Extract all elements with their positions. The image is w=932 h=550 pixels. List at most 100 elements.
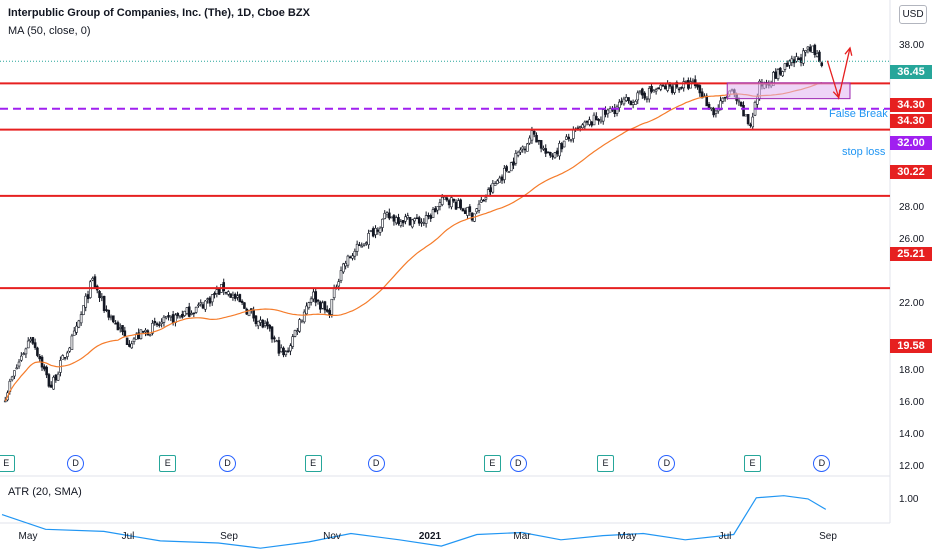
candle-body: [682, 81, 686, 89]
atr-legend[interactable]: ATR (20, SMA): [8, 486, 82, 498]
candle-body: [13, 370, 16, 377]
candle-body: [252, 310, 255, 319]
candle-body: [572, 129, 575, 139]
candle-body: [155, 323, 159, 326]
candle-body: [606, 109, 610, 115]
earnings-marker-icon[interactable]: E: [743, 455, 761, 472]
candle-body: [477, 203, 481, 211]
zone-badge-34-30: 34.30: [890, 114, 932, 128]
candle-body: [705, 95, 709, 107]
candle-body: [22, 353, 25, 355]
candle-body: [197, 304, 200, 307]
candle-body: [631, 102, 635, 105]
candle-body: [406, 215, 410, 219]
candle-body: [500, 176, 504, 181]
candle-body: [385, 212, 389, 216]
candle-body: [240, 300, 244, 303]
candle-body: [49, 384, 53, 388]
candle-body: [192, 312, 196, 315]
candle-body: [714, 110, 718, 114]
dividend-marker-icon[interactable]: D: [658, 455, 676, 472]
candle-body: [429, 215, 433, 219]
candle-body: [227, 291, 230, 295]
candle-body: [737, 100, 741, 103]
candle-body: [201, 304, 205, 309]
candle-body: [585, 120, 589, 123]
candle-body: [199, 302, 203, 305]
candle-body: [339, 270, 343, 281]
dividend-marker-icon[interactable]: D: [219, 455, 237, 472]
candle-body: [162, 316, 166, 323]
candle-body: [86, 294, 90, 300]
candle-body: [482, 199, 485, 202]
candle-body: [123, 330, 127, 337]
ma-legend[interactable]: MA (50, close, 0): [8, 25, 91, 37]
candle-body: [114, 322, 117, 325]
candle-body: [792, 59, 796, 64]
earnings-marker-icon[interactable]: E: [596, 455, 614, 472]
candle-body: [132, 338, 136, 342]
candle-body: [305, 305, 308, 315]
candle-body: [551, 155, 554, 158]
candle-body: [620, 100, 623, 103]
candle-body: [670, 86, 674, 93]
candle-body: [450, 197, 453, 208]
candle-body: [514, 153, 518, 164]
candle-body: [381, 218, 384, 228]
y-tick-label: 18.00: [899, 365, 925, 376]
candle-body: [466, 207, 469, 216]
candle-body: [20, 355, 23, 361]
candle-body: [588, 119, 591, 125]
dividend-marker-icon[interactable]: D: [813, 455, 831, 472]
candle-body: [565, 136, 568, 140]
candle-body: [275, 340, 278, 343]
candle-body: [394, 217, 398, 224]
earnings-marker-icon[interactable]: E: [483, 455, 501, 472]
candle-body: [638, 90, 642, 93]
candle-body: [26, 340, 30, 349]
candle-body: [562, 140, 566, 148]
earnings-marker-icon[interactable]: E: [304, 455, 322, 472]
candle-body: [107, 309, 111, 318]
candle-body: [723, 96, 727, 99]
candle-body: [454, 201, 458, 210]
candle-body: [647, 88, 651, 100]
dividend-marker-icon[interactable]: D: [367, 455, 385, 472]
candle-body: [277, 340, 281, 354]
candle-body: [167, 315, 170, 317]
candle-body: [498, 177, 502, 183]
earnings-marker-icon[interactable]: E: [0, 455, 15, 472]
false-break-annotation[interactable]: False Break: [829, 108, 888, 120]
candle-body: [661, 84, 665, 87]
candle-body: [744, 114, 748, 117]
stop-loss-annotation[interactable]: stop loss: [842, 146, 886, 158]
candle-body: [664, 85, 667, 90]
candle-body: [93, 276, 97, 288]
candle-body: [604, 109, 607, 115]
candle-body: [68, 347, 71, 352]
candle-body: [309, 298, 313, 303]
candle-body: [815, 53, 819, 57]
currency-selector[interactable]: USD: [899, 5, 927, 24]
candle-body: [569, 139, 573, 141]
candle-body: [480, 199, 483, 203]
x-tick-label: Jul: [121, 531, 135, 542]
candle-body: [553, 152, 557, 159]
candle-body: [125, 337, 129, 345]
candle-body: [38, 356, 42, 360]
dividend-marker-icon[interactable]: D: [509, 455, 527, 472]
candle-body: [185, 307, 189, 314]
candle-body: [436, 206, 439, 211]
level-badge-19-58: 19.58: [890, 339, 932, 353]
candle-body: [374, 227, 377, 235]
candle-body: [427, 215, 430, 217]
dividend-marker-icon[interactable]: D: [67, 455, 85, 472]
candle-body: [289, 345, 292, 352]
candle-body: [802, 50, 805, 64]
earnings-marker-icon[interactable]: E: [159, 455, 177, 472]
candle-body: [45, 366, 48, 376]
y-tick-label: 12.00: [899, 461, 925, 472]
candle-body: [307, 302, 311, 309]
candle-body: [776, 69, 780, 79]
